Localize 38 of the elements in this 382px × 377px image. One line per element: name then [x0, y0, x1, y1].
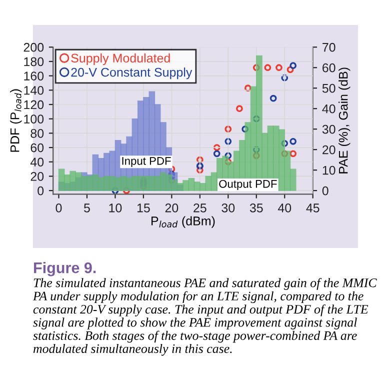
annotation: Output PDF	[219, 180, 277, 190]
y-tick-label: 40	[30, 158, 44, 167]
x-tick-label: 0	[56, 204, 62, 212]
y2-tick-label: 30	[322, 124, 336, 134]
y-tick-label: 80	[30, 128, 44, 138]
y-tick-label: 120	[24, 100, 44, 110]
x-tick-label: 25	[194, 204, 206, 212]
y-axis-title: PDF (P$_{load}$)	[10, 89, 22, 152]
x-tick-label: 5	[84, 204, 90, 212]
y-tick-label: 160	[24, 72, 44, 80]
y-tick-label: 100	[24, 114, 44, 124]
y2-tick-label: 70	[322, 42, 336, 52]
annotation: Input PDF	[122, 157, 171, 168]
y2-axis-title: PAE (%), Gain (dB)	[338, 68, 350, 174]
legend-label: Supply Modulated	[71, 53, 170, 66]
y2-tick-label: 20	[322, 145, 336, 154]
x-tick-label: 35	[250, 204, 263, 212]
y-tick-label: 20	[30, 172, 44, 181]
y2-tick-label: 40	[322, 104, 336, 114]
y-tick-label: 0	[38, 186, 44, 196]
legend-label: 20-V Constant Supply	[71, 68, 192, 80]
x-tick-label: 15	[137, 204, 150, 212]
y-tick-label: 60	[30, 143, 44, 152]
x-tick-label: 45	[306, 204, 320, 212]
text: The simulated instantaneous PAE and saturated gain of the MMIC PA under supply modulation for an LTE signal, compared to the constant 20-V supply case. The input and output PDF of the LTE signal are plotted to show the PAE improvement against signal statistics. Both stages of the two-stage power-combined PA are modulated simultaneously in this case.	[32, 278, 377, 356]
y-tick-label: 200	[24, 42, 44, 52]
y-tick-label: 180	[24, 57, 44, 66]
y2-tick-label: 50	[322, 84, 336, 93]
x-tick-label: 10	[109, 204, 122, 212]
y2-tick-label: 0	[322, 186, 328, 196]
x-tick-label: 20	[165, 204, 178, 212]
x-tick-label: 40	[278, 204, 292, 212]
caption: Figure 9.	[34, 262, 96, 276]
y2-tick-label: 10	[322, 166, 336, 175]
x-tick-label: 30	[222, 204, 235, 212]
y2-tick-label: 60	[322, 63, 336, 72]
x-axis-title: P$_{load}$ (dBm)	[152, 216, 215, 228]
y-tick-label: 140	[24, 86, 44, 95]
